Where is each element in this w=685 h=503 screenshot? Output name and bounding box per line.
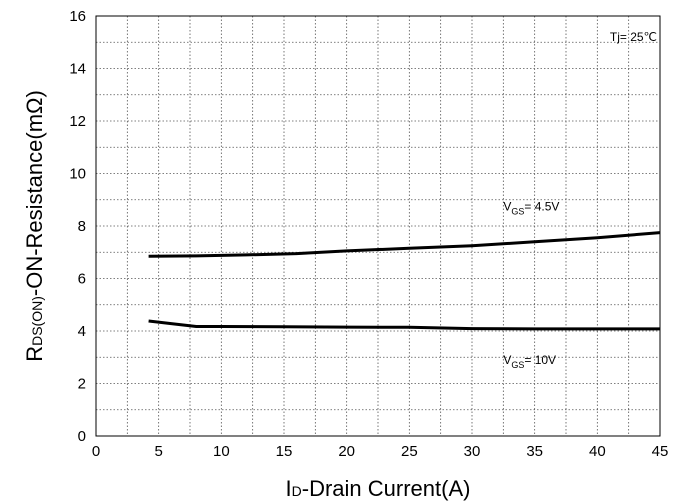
series-lines xyxy=(148,231,661,331)
x-tick-label: 20 xyxy=(338,443,355,460)
temperature-annotation: Tj= 25℃ xyxy=(610,30,657,44)
series-line-1 xyxy=(148,231,661,258)
y-tick-label: 12 xyxy=(69,113,86,130)
x-tick-label: 25 xyxy=(401,443,418,460)
x-axis-title: ID-Drain Current(A) xyxy=(286,476,471,501)
grid xyxy=(96,16,660,436)
y-axis-title-rest: -ON-Resistance(mΩ) xyxy=(22,90,47,296)
x-axis-title-rest: -Drain Current(A) xyxy=(302,476,471,501)
plot-frame xyxy=(95,15,661,437)
y-axis-title-subscript: DS(ON) xyxy=(29,296,45,346)
y-tick-label: 6 xyxy=(78,271,86,288)
series-label-1: VGS= 4.5V xyxy=(503,199,559,216)
y-axis-title-main: R xyxy=(22,346,47,362)
x-tick-label: 30 xyxy=(464,443,481,460)
y-tick-label: 2 xyxy=(78,376,86,393)
x-axis-title-main: I xyxy=(286,476,292,501)
x-tick-labels: 0 5 10 15 20 25 30 35 40 45 xyxy=(92,443,669,460)
x-tick-label: 0 xyxy=(92,443,100,460)
x-tick-label: 5 xyxy=(154,443,162,460)
x-tick-label: 10 xyxy=(213,443,230,460)
y-tick-label: 14 xyxy=(69,61,86,78)
x-tick-label: 45 xyxy=(652,443,669,460)
y-tick-label: 10 xyxy=(69,166,86,183)
y-tick-labels: 0 2 4 6 8 10 12 14 16 xyxy=(69,8,86,445)
x-tick-label: 40 xyxy=(589,443,606,460)
y-axis-title: RDS(ON)-ON-Resistance(mΩ) xyxy=(22,90,47,362)
y-tick-label: 0 xyxy=(78,428,86,445)
x-axis-title-subscript: D xyxy=(292,483,302,499)
y-tick-label: 8 xyxy=(78,218,86,235)
x-tick-label: 15 xyxy=(276,443,293,460)
y-tick-label: 4 xyxy=(78,323,86,340)
series-labels: VGS= 4.5V VGS= 10V xyxy=(503,199,559,370)
series-line-2 xyxy=(148,319,660,331)
x-tick-label: 35 xyxy=(526,443,543,460)
series-label-2: VGS= 10V xyxy=(503,353,556,370)
annotations: Tj= 25℃ xyxy=(610,30,657,44)
y-tick-label: 16 xyxy=(69,8,86,25)
